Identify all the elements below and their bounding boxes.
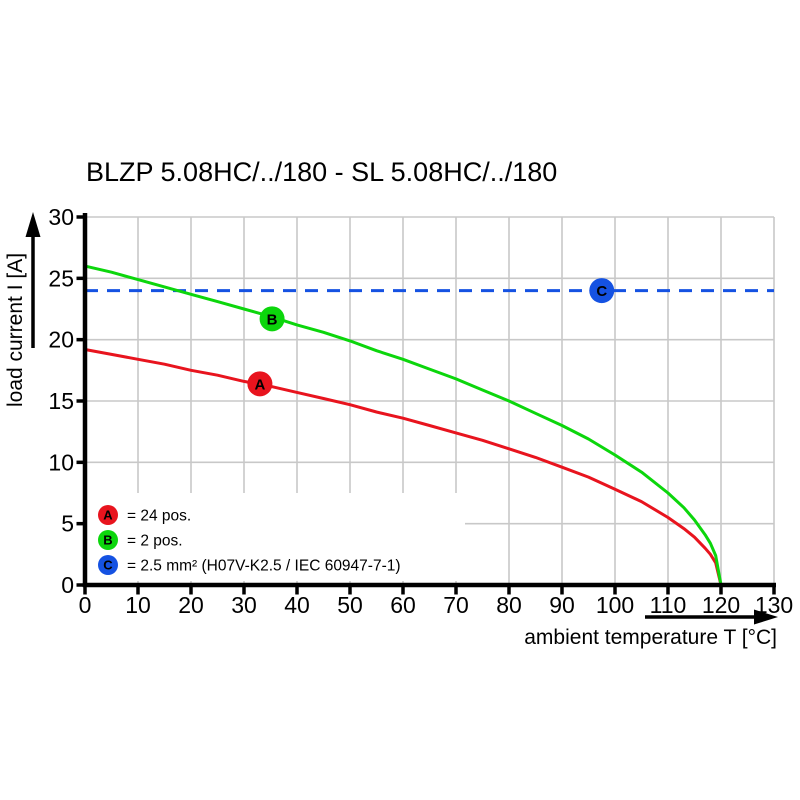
legend-marker-letter: C [103, 558, 113, 573]
y-tick-label: 5 [61, 511, 74, 537]
x-tick-label: 100 [596, 592, 634, 618]
curve-marker-letter: C [596, 283, 607, 300]
x-tick-label: 20 [178, 592, 204, 618]
series-B-curve [84, 264, 723, 586]
legend-marker-circle [98, 505, 118, 525]
legend-background [87, 493, 465, 581]
y-tick-label: 0 [61, 572, 74, 598]
y-tick-label: 25 [48, 265, 74, 291]
x-tick-label: 120 [702, 592, 740, 618]
x-axis-label: ambient temperature T [°C] [524, 626, 777, 649]
legend-marker-letter: A [103, 508, 113, 523]
y-tick-label: 15 [48, 388, 74, 414]
series-layer [84, 264, 774, 586]
x-tick-label: 0 [79, 592, 92, 618]
curve-marker-circle [589, 278, 615, 304]
legend-item-C: C = 2.5 mm² (H07V-K2.5 / IEC 60947-7-1) [98, 555, 401, 575]
legend-label: = 2 pos. [127, 533, 183, 550]
x-tick-label: 90 [549, 592, 575, 618]
curve-marker-B: B [259, 306, 285, 332]
y-axis-arrow-head [25, 212, 41, 237]
legend: A = 24 pos. B = 2 pos. C = 2.5 mm² (H07V-K2.5… [98, 505, 401, 575]
x-tick-label: 30 [231, 592, 257, 618]
curve-marker-A: A [247, 371, 273, 397]
x-axis-arrow-head [754, 609, 778, 625]
y-axis-arrow [25, 212, 41, 348]
y-tick-label: 20 [48, 327, 74, 353]
curve-marker-letter: B [267, 311, 278, 328]
tick-layer: 0 10 20 30 40 50 60 70 80 90 100 110 120 130051015202… [48, 204, 793, 618]
x-tick-label: 50 [337, 592, 363, 618]
y-tick-label: 30 [48, 204, 74, 230]
chart-title: BLZP 5.08HC/../180 - SL 5.08HC/../180 [86, 157, 558, 187]
x-tick-label: 80 [496, 592, 522, 618]
curve-marker-letter: A [254, 376, 265, 393]
legend-marker-circle [98, 530, 118, 550]
series-A-curve [84, 348, 723, 586]
x-axis-arrow [645, 609, 778, 625]
legend-marker-circle [98, 555, 118, 575]
x-tick-label: 10 [125, 592, 151, 618]
legend-item-A: A = 24 pos. [98, 505, 191, 525]
curve-marker-circle [259, 306, 285, 332]
curve-marker-circle [247, 371, 273, 397]
x-tick-label: 60 [390, 592, 416, 618]
y-axis-label: load current I [A] [4, 253, 27, 407]
x-tick-label: 40 [284, 592, 310, 618]
curve-markers: A B C [247, 278, 615, 397]
legend-label: = 24 pos. [127, 508, 191, 525]
legend-item-B: B = 2 pos. [98, 530, 183, 550]
y-tick-label: 10 [48, 449, 74, 475]
curve-marker-C: C [589, 278, 615, 304]
legend-marker-letter: B [103, 533, 112, 548]
x-tick-label: 70 [443, 592, 469, 618]
legend-label: = 2.5 mm² (H07V-K2.5 / IEC 60947-7-1) [127, 558, 401, 575]
x-tick-label: 110 [650, 592, 687, 618]
